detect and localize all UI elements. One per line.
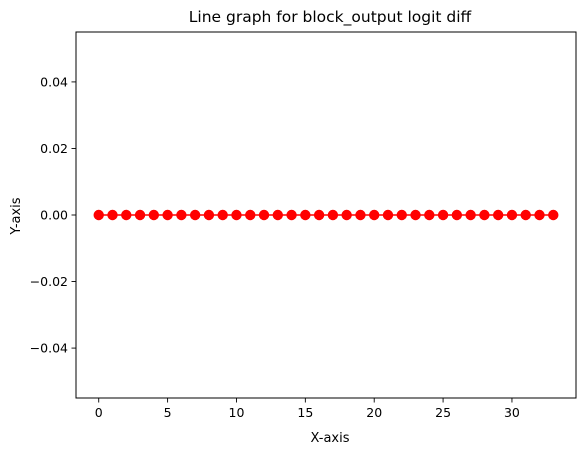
- x-tick-label: 30: [504, 405, 520, 420]
- x-tick-label: 25: [435, 405, 451, 420]
- data-point: [492, 209, 504, 221]
- y-tick-label: 0.04: [40, 74, 68, 89]
- data-point: [534, 209, 545, 221]
- data-point: [369, 209, 380, 221]
- data-point: [134, 209, 146, 221]
- data-point: [203, 209, 215, 221]
- data-point: [327, 209, 339, 221]
- data-point: [548, 209, 559, 221]
- x-tick-label: 10: [229, 405, 245, 420]
- data-point: [162, 209, 173, 221]
- data-point: [245, 209, 256, 221]
- x-axis-label: X-axis: [311, 431, 350, 446]
- data-point: [300, 209, 311, 221]
- data-point: [189, 209, 201, 221]
- data-point: [479, 209, 490, 221]
- data-point: [217, 209, 228, 221]
- data-point: [148, 209, 160, 221]
- data-point: [93, 209, 104, 221]
- y-tick-label: −0.04: [30, 341, 68, 356]
- data-point: [258, 209, 270, 221]
- data-point: [231, 209, 242, 221]
- y-tick-label: 0.00: [40, 208, 68, 223]
- data-point: [107, 209, 118, 221]
- data-point: [506, 209, 518, 221]
- y-tick-label: 0.02: [40, 141, 68, 156]
- chart-title: Line graph for block_output logit diff: [189, 8, 472, 27]
- data-point: [396, 209, 407, 221]
- data-point: [341, 209, 352, 221]
- data-point: [313, 209, 325, 221]
- data-point: [355, 209, 366, 221]
- data-point: [121, 209, 132, 221]
- x-tick-label: 20: [366, 405, 382, 420]
- data-point: [286, 209, 297, 221]
- data-point: [424, 209, 435, 221]
- y-axis-label: Y-axis: [9, 197, 24, 235]
- data-point: [465, 209, 476, 221]
- y-tick-label: −0.02: [30, 274, 68, 289]
- x-tick-label: 0: [95, 405, 103, 420]
- data-point: [410, 209, 421, 221]
- x-tick-label: 5: [164, 405, 172, 420]
- data-point: [437, 209, 449, 221]
- x-tick-label: 15: [297, 405, 313, 420]
- data-point: [451, 209, 463, 221]
- data-point: [382, 209, 394, 221]
- data-point: [520, 209, 531, 221]
- axes-frame: [75, 31, 577, 399]
- data-point: [272, 209, 283, 221]
- data-point: [176, 209, 187, 221]
